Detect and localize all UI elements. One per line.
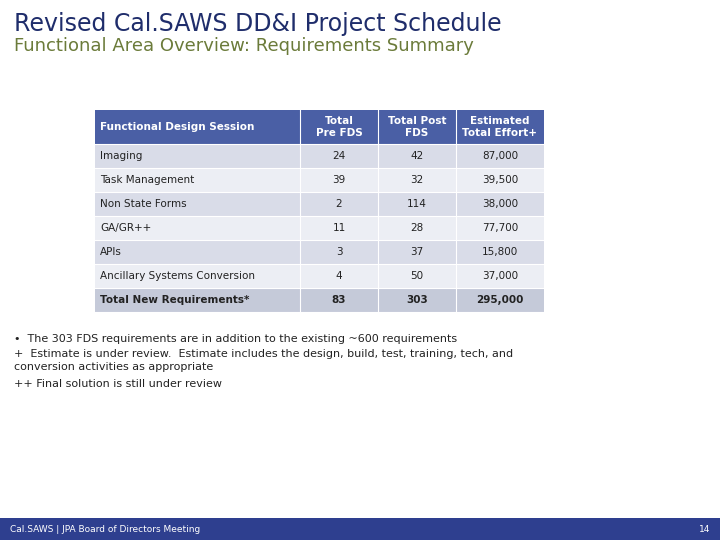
Text: +  Estimate is under review.  Estimate includes the design, build, test, trainin: + Estimate is under review. Estimate inc…: [14, 349, 513, 372]
Text: Revised Cal.SAWS DD&I Project Schedule: Revised Cal.SAWS DD&I Project Schedule: [14, 12, 502, 36]
Text: 50: 50: [410, 271, 423, 281]
Text: 15,800: 15,800: [482, 247, 518, 257]
Text: 42: 42: [410, 151, 423, 161]
Text: Total New Requirements*: Total New Requirements*: [100, 295, 249, 305]
Text: 32: 32: [410, 175, 423, 185]
FancyBboxPatch shape: [0, 518, 720, 540]
Text: 87,000: 87,000: [482, 151, 518, 161]
Text: 83: 83: [332, 295, 346, 305]
Text: 295,000: 295,000: [477, 295, 523, 305]
FancyBboxPatch shape: [95, 240, 544, 264]
Text: Functional Design Session: Functional Design Session: [100, 122, 254, 132]
Text: 3: 3: [336, 247, 342, 257]
Text: 37,000: 37,000: [482, 271, 518, 281]
Text: 14: 14: [698, 524, 710, 534]
Text: Ancillary Systems Conversion: Ancillary Systems Conversion: [100, 271, 255, 281]
Text: ++ Final solution is still under review: ++ Final solution is still under review: [14, 379, 222, 389]
Text: GA/GR++: GA/GR++: [100, 223, 151, 233]
Text: Cal.SAWS | JPA Board of Directors Meeting: Cal.SAWS | JPA Board of Directors Meetin…: [10, 524, 200, 534]
Text: 77,700: 77,700: [482, 223, 518, 233]
FancyBboxPatch shape: [95, 110, 544, 144]
Text: Estimated
Total Effort+: Estimated Total Effort+: [462, 116, 538, 138]
Text: Functional Area Overview: Requirements Summary: Functional Area Overview: Requirements S…: [14, 37, 474, 55]
Text: 39: 39: [333, 175, 346, 185]
FancyBboxPatch shape: [95, 144, 544, 168]
Text: 24: 24: [333, 151, 346, 161]
Text: 37: 37: [410, 247, 423, 257]
Text: Task Management: Task Management: [100, 175, 194, 185]
Text: APIs: APIs: [100, 247, 122, 257]
Text: Non State Forms: Non State Forms: [100, 199, 186, 209]
Text: Total Post
FDS: Total Post FDS: [388, 116, 446, 138]
Text: Total
Pre FDS: Total Pre FDS: [315, 116, 362, 138]
FancyBboxPatch shape: [95, 288, 544, 312]
Text: •  The 303 FDS requirements are in addition to the existing ~600 requirements: • The 303 FDS requirements are in additi…: [14, 334, 457, 344]
Text: 28: 28: [410, 223, 423, 233]
FancyBboxPatch shape: [95, 192, 544, 216]
FancyBboxPatch shape: [95, 264, 544, 288]
Text: 4: 4: [336, 271, 342, 281]
Text: 11: 11: [333, 223, 346, 233]
Text: 114: 114: [407, 199, 427, 209]
Text: 38,000: 38,000: [482, 199, 518, 209]
Text: 39,500: 39,500: [482, 175, 518, 185]
Text: 303: 303: [406, 295, 428, 305]
FancyBboxPatch shape: [95, 216, 544, 240]
FancyBboxPatch shape: [95, 168, 544, 192]
Text: 2: 2: [336, 199, 342, 209]
Text: Imaging: Imaging: [100, 151, 143, 161]
